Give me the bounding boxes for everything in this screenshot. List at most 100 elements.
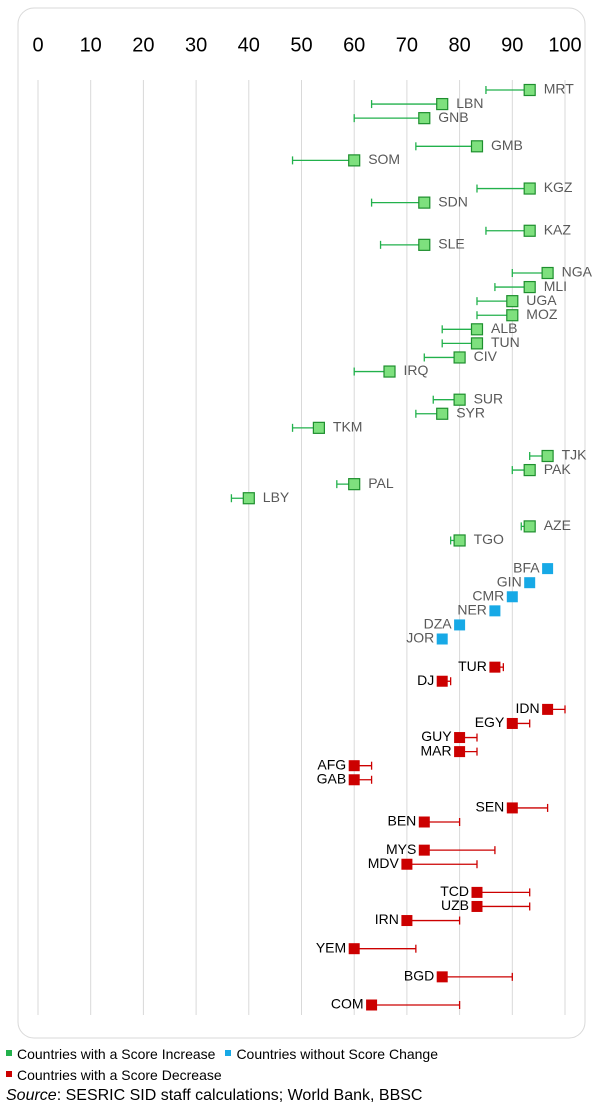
country-label: MOZ xyxy=(526,306,558,322)
marker xyxy=(470,337,484,350)
country-label: KGZ xyxy=(544,179,573,195)
marker xyxy=(541,449,554,463)
marker xyxy=(418,844,430,856)
marker xyxy=(523,520,536,533)
marker xyxy=(470,140,484,153)
marker xyxy=(418,112,431,125)
country-label: TGO xyxy=(474,531,504,547)
country-label: UGA xyxy=(526,292,557,308)
country-label: SOM xyxy=(368,151,400,167)
marker xyxy=(436,633,448,645)
legend: Countries with a Score Increase Countries… xyxy=(6,1044,596,1086)
marker xyxy=(348,154,361,167)
country-label: DZA xyxy=(424,616,453,632)
marker xyxy=(523,280,536,294)
marker xyxy=(348,943,360,955)
country-label: KAZ xyxy=(544,221,572,237)
country-label: SDN xyxy=(438,193,468,209)
marker xyxy=(453,534,466,547)
legend-swatch xyxy=(225,1050,232,1057)
legend-label: Countries with a Score Decrease xyxy=(17,1067,222,1083)
marker xyxy=(401,915,413,927)
marker xyxy=(454,619,466,631)
marker xyxy=(348,478,361,491)
marker xyxy=(401,858,413,870)
marker xyxy=(383,365,396,378)
legend-item: Countries with a Score Increase xyxy=(6,1044,215,1065)
x-tick-label: 90 xyxy=(501,34,523,56)
x-tick-label: 50 xyxy=(290,34,312,56)
country-label: NGA xyxy=(562,264,593,280)
country-label: AZE xyxy=(544,517,571,533)
country-label: TKM xyxy=(333,419,363,435)
marker xyxy=(523,463,536,477)
country-label: EGY xyxy=(475,714,505,730)
legend-item: Countries without Score Change xyxy=(225,1044,438,1065)
marker xyxy=(489,661,501,673)
country-label: GAB xyxy=(317,770,347,786)
source: Source: SESRIC SID staff calculations; W… xyxy=(6,1087,422,1105)
marker xyxy=(506,802,518,814)
country-label: TCD xyxy=(440,883,469,899)
country-label: MYS xyxy=(386,841,416,857)
country-label: ALB xyxy=(491,320,517,336)
country-label: LBN xyxy=(456,95,483,111)
marker xyxy=(418,196,431,209)
x-tick-label: 70 xyxy=(396,34,418,56)
x-tick-label: 40 xyxy=(238,34,260,56)
country-label: GIN xyxy=(497,573,522,589)
country-label: SEN xyxy=(476,799,505,815)
country-label: MAR xyxy=(420,742,451,758)
marker xyxy=(436,675,448,687)
marker xyxy=(454,732,466,744)
legend-item: Countries with a Score Decrease xyxy=(6,1065,222,1086)
country-label: YEM xyxy=(316,939,346,955)
marker xyxy=(418,816,430,828)
country-label: GNB xyxy=(438,109,468,125)
marker xyxy=(506,295,519,308)
source-label: Source xyxy=(6,1087,57,1104)
country-label: JOR xyxy=(406,630,434,646)
country-label: UZB xyxy=(441,897,469,913)
marker xyxy=(471,900,483,912)
country-label: MDV xyxy=(368,855,400,871)
marker xyxy=(366,999,378,1011)
marker xyxy=(506,309,519,322)
x-tick-label: 80 xyxy=(448,34,470,56)
x-tick-label: 60 xyxy=(343,34,365,56)
marker xyxy=(471,886,483,898)
marker xyxy=(453,393,466,406)
country-label: COM xyxy=(331,996,364,1012)
marker xyxy=(436,971,448,983)
marker xyxy=(436,97,449,111)
legend-swatch xyxy=(6,1071,12,1078)
country-label: LBY xyxy=(263,489,290,505)
source-text: : SESRIC SID staff calculations; World B… xyxy=(56,1087,423,1104)
country-label: NER xyxy=(457,602,487,618)
x-tick-label: 100 xyxy=(548,34,581,56)
country-label: GMB xyxy=(491,137,523,153)
marker xyxy=(524,577,536,589)
country-label: AFG xyxy=(317,756,346,772)
marker xyxy=(523,83,536,97)
legend-swatch xyxy=(6,1050,12,1057)
marker xyxy=(541,266,554,280)
country-label: TUR xyxy=(458,658,487,674)
country-label: BGD xyxy=(404,968,434,984)
marker xyxy=(542,703,554,715)
country-label: CMR xyxy=(472,587,504,603)
country-label: SUR xyxy=(474,390,504,406)
marker xyxy=(523,224,536,237)
country-label: GUY xyxy=(421,728,452,744)
marker xyxy=(348,774,360,786)
country-label: BFA xyxy=(513,559,540,575)
country-label: MRT xyxy=(544,81,575,97)
country-label: PAL xyxy=(368,475,394,491)
x-tick-label: 20 xyxy=(132,34,154,56)
country-label: IDN xyxy=(515,700,539,716)
marker xyxy=(470,323,484,336)
country-label: PAK xyxy=(544,461,572,477)
country-label: TUN xyxy=(491,334,520,350)
